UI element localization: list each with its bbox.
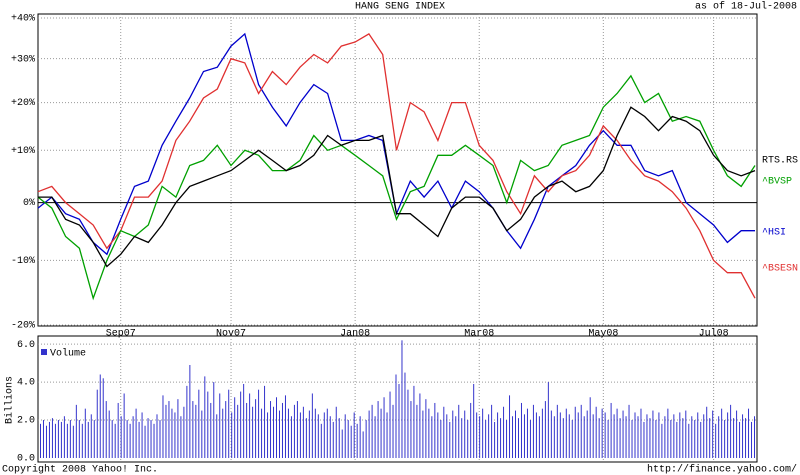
x-tick-label: Mar08 — [464, 329, 494, 340]
y-tick-label: -20% — [11, 321, 35, 332]
series-label: RTS.RS — [762, 156, 798, 167]
legend-swatch — [41, 349, 47, 355]
y-tick-label: +20% — [11, 98, 35, 109]
y-tick-label: 0% — [23, 198, 35, 209]
y-tick-label: 4.0 — [17, 378, 35, 389]
x-tick-label: Sep07 — [106, 329, 136, 340]
series-line — [38, 106, 756, 268]
y-tick-label: +10% — [11, 146, 35, 157]
chart-title: HANG SENG INDEX — [355, 2, 445, 13]
y-tick-label: +30% — [11, 54, 35, 65]
series-label: ^HSI — [762, 228, 786, 239]
as-of-date: as of 18-Jul-2008 — [695, 1, 797, 13]
x-tick-label: Nov07 — [216, 329, 246, 340]
y-tick-label: 6.0 — [17, 340, 35, 351]
x-tick-label: May08 — [588, 329, 618, 340]
price-panel — [37, 13, 758, 327]
copyright: Copyright 2008 Yahoo! Inc. — [2, 464, 158, 475]
volume-panel — [37, 335, 758, 463]
y-tick-label: +40% — [11, 14, 35, 25]
legend-label: Volume — [50, 348, 86, 360]
y-tick-label: 0.0 — [17, 454, 35, 465]
series-line — [37, 33, 756, 299]
y-tick-label: -10% — [11, 256, 35, 267]
series-label: ^BVSP — [762, 177, 792, 188]
series-label: ^BSESN — [762, 264, 798, 275]
source-url: http://finance.yahoo.com/ — [647, 464, 797, 475]
x-tick-label: Jan08 — [340, 329, 370, 340]
series-line — [37, 74, 756, 301]
y-tick-label: 2.0 — [17, 416, 35, 427]
volume-axis-label: Billions — [4, 376, 16, 424]
x-tick-label: Jul08 — [699, 328, 729, 340]
